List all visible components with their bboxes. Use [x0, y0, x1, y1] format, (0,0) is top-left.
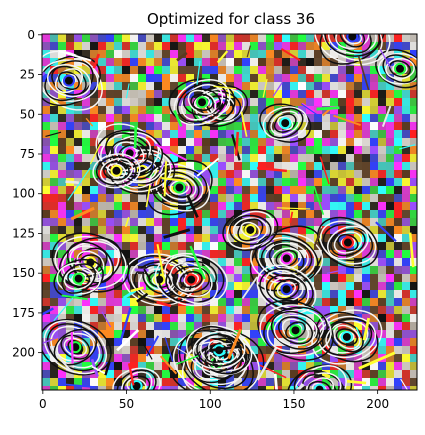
x-axis: 0 50 100 150 200: [39, 390, 389, 411]
y-tick-label: 100: [12, 187, 35, 201]
y-tick-label: 75: [20, 147, 35, 161]
y-tick-label: 50: [20, 107, 35, 121]
y-tick-label: 175: [12, 306, 35, 320]
x-tick-label: 0: [39, 397, 47, 411]
y-tick-label: 25: [20, 68, 35, 82]
y-axis: 0 25 50 75 100 125 150 175 200: [12, 28, 42, 360]
y-tick-label: 125: [12, 226, 35, 240]
feature-visualization-image: [42, 34, 417, 390]
x-tick-label: 50: [119, 397, 134, 411]
x-tick-label: 200: [366, 397, 389, 411]
y-tick-label: 200: [12, 346, 35, 360]
y-tick-label: 0: [27, 28, 35, 42]
image-area: [41, 33, 418, 391]
x-tick-label: 150: [283, 397, 306, 411]
y-tick-label: 150: [12, 266, 35, 280]
axes-frame: [41, 33, 418, 391]
plot-title: Optimized for class 36: [147, 10, 315, 28]
x-tick-label: 100: [199, 397, 222, 411]
